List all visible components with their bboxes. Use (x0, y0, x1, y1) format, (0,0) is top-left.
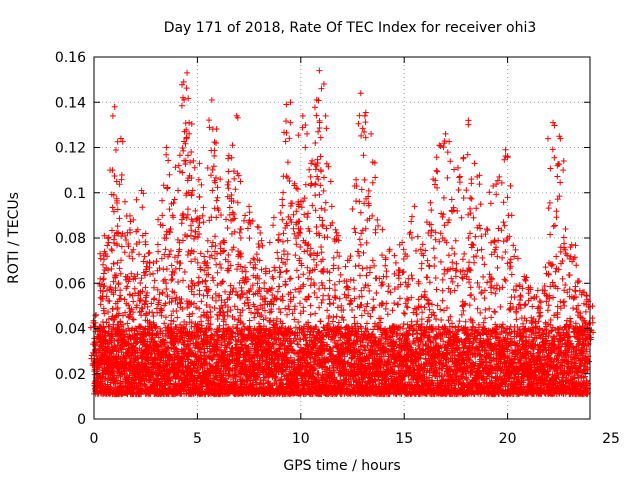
baseline-point (294, 341, 301, 348)
baseline-point (455, 323, 462, 330)
baseline-point (107, 385, 114, 392)
baseline-point (210, 353, 217, 360)
baseline-point (137, 324, 144, 331)
baseline-point (153, 323, 160, 330)
baseline-point (150, 374, 157, 381)
baseline-point (170, 351, 177, 358)
baseline-point (192, 336, 199, 343)
baseline-point (206, 325, 213, 332)
baseline-point (399, 325, 406, 332)
baseline-point (201, 349, 208, 356)
baseline-point (155, 334, 162, 341)
baseline-point (152, 324, 159, 331)
baseline-point (137, 382, 144, 389)
baseline-point (229, 323, 236, 330)
data-points (87, 67, 597, 398)
baseline-point (232, 373, 239, 380)
baseline-point (222, 348, 229, 355)
baseline-point (171, 338, 178, 345)
